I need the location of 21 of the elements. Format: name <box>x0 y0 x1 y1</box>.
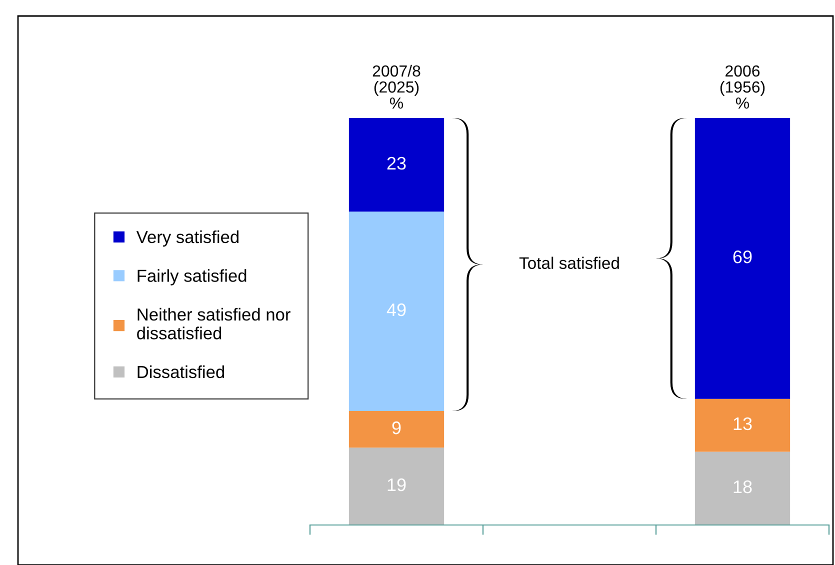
x-tick-label: 2006 (1956) % <box>720 65 765 109</box>
data-label: 23 <box>387 156 406 170</box>
legend-label: Very satisfied <box>136 230 238 247</box>
data-label: 19 <box>388 478 406 492</box>
data-label: 9 <box>392 421 401 434</box>
bar <box>694 398 790 452</box>
bar <box>348 212 444 412</box>
data-label: 13 <box>734 417 752 430</box>
data-label: 49 <box>386 303 406 316</box>
bar <box>694 452 790 525</box>
bar <box>348 411 444 448</box>
legend-label: Neither satisfied nor dissatisfied <box>137 308 290 340</box>
bar <box>348 118 444 212</box>
annotation: Total satisfied <box>519 256 619 269</box>
bar <box>348 448 444 525</box>
legend-label: Fairly satisfied <box>138 269 246 286</box>
data-label: 69 <box>733 250 752 264</box>
x-tick-label: 2007/8 (2025) % <box>372 64 420 109</box>
bar <box>694 118 790 399</box>
legend-label: Dissatisfied <box>138 365 224 378</box>
data-label: 18 <box>734 480 752 494</box>
